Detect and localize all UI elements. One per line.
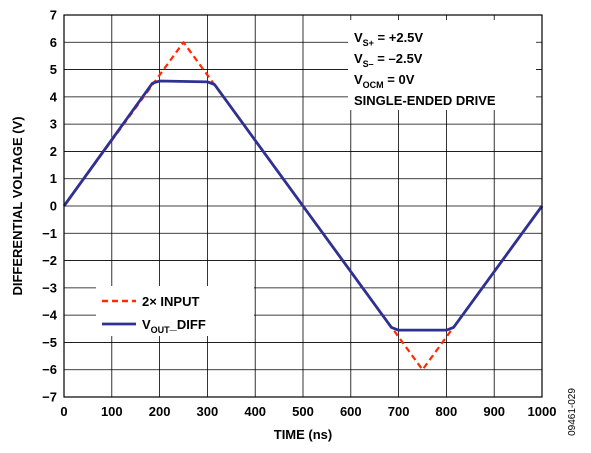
- legend: 2× INPUT VOUT_DIFF: [96, 286, 254, 336]
- legend-label-vout-diff: VOUT_DIFF: [142, 317, 206, 335]
- series-vout-diff-line: [62, 79, 544, 332]
- x-axis-label: TIME (ns): [274, 427, 333, 442]
- y-tick-label-9: −2: [42, 253, 57, 268]
- y-tick-label-13: −6: [42, 362, 57, 377]
- x-tick-label-3: 300: [197, 404, 219, 419]
- x-tick-label-9: 900: [483, 404, 505, 419]
- figure-id: 09461-029: [567, 388, 578, 436]
- plot-frame: [63, 14, 543, 398]
- y-tick-label-0: 7: [50, 8, 57, 23]
- x-tick-label-7: 700: [388, 404, 410, 419]
- y-tick-label-11: −4: [42, 308, 58, 323]
- x-tick-label-10: 1000: [528, 404, 557, 419]
- y-tick-label-6: 1: [50, 171, 57, 186]
- condition-line-1: VS– = –2.5V: [354, 51, 423, 69]
- y-tick-label-3: 4: [50, 89, 58, 104]
- y-tick-label-14: −7: [42, 390, 57, 405]
- condition-line-0: VS+ = +2.5V: [354, 30, 423, 48]
- condition-line-3: SINGLE-ENDED DRIVE: [354, 93, 496, 108]
- x-tick-labels: 0 100 200 300 400 500 600 700 800 900 1000: [60, 404, 556, 419]
- x-tick-label-6: 600: [340, 404, 362, 419]
- x-tick-label-2: 200: [149, 404, 171, 419]
- y-tick-label-4: 3: [50, 117, 57, 132]
- legend-label-2x-input: 2× INPUT: [142, 294, 199, 309]
- series-group: [62, 41, 544, 371]
- y-tick-label-8: −1: [42, 226, 57, 241]
- y-tick-label-1: 6: [50, 35, 57, 50]
- y-tick-label-2: 5: [50, 62, 57, 77]
- y-axis-label: DIFFERENTIAL VOLTAGE (V): [10, 116, 25, 295]
- x-tick-label-4: 400: [244, 404, 266, 419]
- condition-line-2: VOCM = 0V: [354, 72, 415, 90]
- x-tick-label-5: 500: [292, 404, 314, 419]
- y-tick-label-7: 0: [50, 199, 57, 214]
- x-tick-label-8: 800: [436, 404, 458, 419]
- conditions-background: [348, 20, 536, 110]
- conditions-box: VS+ = +2.5V VS– = –2.5V VOCM = 0V SINGLE-EN…: [348, 20, 536, 110]
- y-tick-label-12: −5: [42, 335, 57, 350]
- y-tick-label-10: −3: [42, 280, 57, 295]
- legend-background: [96, 286, 254, 336]
- y-tick-labels: 7 6 5 4 3 2 1 0 −1 −2 −3 −4 −5 −6 −7: [42, 8, 58, 405]
- y-tick-label-5: 2: [50, 144, 57, 159]
- x-tick-label-1: 100: [101, 404, 123, 419]
- x-tick-label-0: 0: [60, 404, 67, 419]
